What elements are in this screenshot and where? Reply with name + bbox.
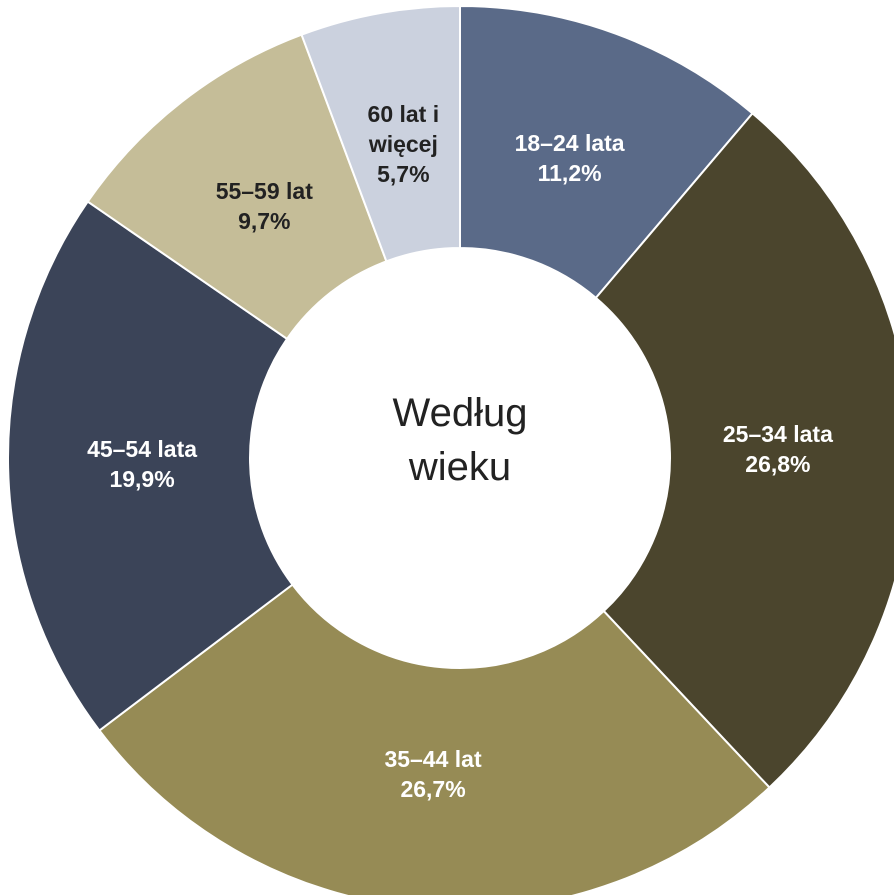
donut-slice	[7, 200, 294, 732]
donut-slice	[459, 4, 754, 300]
donut-slice	[86, 33, 388, 341]
slice-label: 35–44 lat 26,7%	[363, 745, 503, 805]
slice-label: 18–24 lata 11,2%	[500, 130, 640, 190]
slice-label: 60 lat i więcej 5,7%	[333, 100, 473, 190]
donut-slice	[300, 4, 461, 263]
value-label: 11,2%	[537, 160, 602, 187]
chart-title: Według wieku	[392, 391, 528, 489]
value-label: 5,7%	[377, 161, 430, 188]
slice-label: 25–34 lata 26,8%	[708, 420, 848, 480]
value-label: 26,7%	[400, 775, 466, 802]
category-label: 45–54 lata	[87, 436, 198, 463]
category-label: 60 lat i więcej	[367, 101, 440, 158]
slice-label: 55–59 lat 9,7%	[194, 177, 334, 237]
category-label: 55–59 lat	[215, 178, 313, 205]
value-label: 9,7%	[238, 208, 291, 235]
value-label: 26,8%	[745, 451, 811, 477]
donut-slice	[594, 111, 894, 789]
category-label: 25–34 lata	[722, 421, 833, 448]
category-label: 35–44 lat	[384, 745, 482, 772]
value-label: 19,9%	[109, 465, 175, 492]
category-label: 18–24 lata	[514, 130, 625, 157]
donut-slice	[97, 583, 771, 895]
slice-label: 45–54 lata 19,9%	[72, 435, 212, 495]
